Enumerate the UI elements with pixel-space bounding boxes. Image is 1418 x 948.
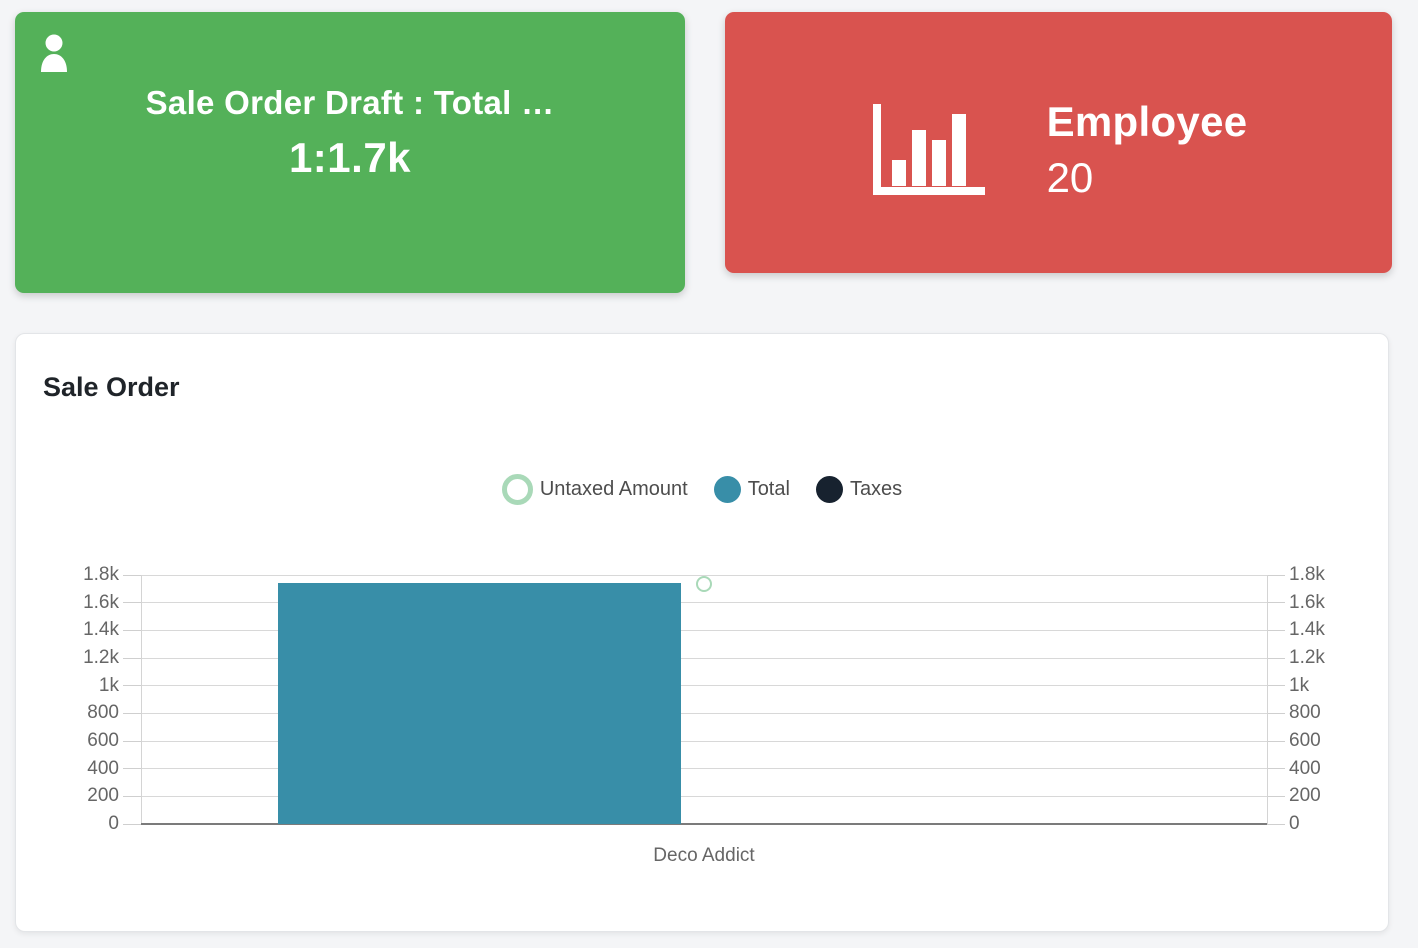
y-axis-label-right: 200: [1289, 785, 1321, 807]
y-axis-label-left: 1.6k: [83, 591, 119, 613]
y-axis-label-left: 200: [87, 785, 119, 807]
y-tick-right: [1267, 629, 1285, 631]
y-axis-label-right: 0: [1289, 813, 1300, 834]
kpi-card-employee[interactable]: Employee 20: [725, 12, 1392, 273]
y-tick-left: [123, 823, 141, 825]
panel-title: Sale Order: [43, 372, 180, 402]
y-axis-label-left: 1k: [98, 674, 119, 696]
legend-item-total[interactable]: Total: [713, 476, 790, 503]
kpi-title: Sale Order Draft : Total …: [145, 84, 555, 121]
y-axis-label-left: 0: [108, 813, 119, 834]
y-axis-label-left: 400: [87, 757, 119, 779]
plot-right-edge: [1267, 575, 1268, 824]
bar-chart-icon: [870, 102, 992, 198]
gridline: [141, 795, 1267, 797]
y-tick-right: [1267, 685, 1285, 687]
legend-label: Taxes: [849, 478, 903, 500]
y-axis-label-left: 1.4k: [83, 619, 119, 641]
y-tick-left: [123, 574, 141, 576]
legend-label: Total: [747, 478, 790, 500]
y-axis-label-left: 800: [87, 702, 119, 724]
gridline: [141, 602, 1267, 604]
chart-legend: Untaxed Amount Total Taxes: [16, 474, 1388, 505]
legend-label: Untaxed Amount: [539, 478, 688, 500]
untaxed-amount-ring-icon: [501, 474, 533, 505]
x-axis-line: [141, 823, 1267, 825]
legend-item-taxes[interactable]: Taxes: [815, 476, 903, 503]
bar-chart: 0 0 200 200 400 400 600 600 800 800 1k 1k 1.2k 1.2k 1.…: [16, 334, 1388, 931]
y-tick-right: [1267, 740, 1285, 742]
y-axis-label-right: 600: [1289, 730, 1321, 751]
gridline: [141, 629, 1267, 631]
kpi-value: 1:1.7k: [288, 134, 412, 181]
y-axis-label-right: 400: [1289, 757, 1321, 779]
total-dot-icon: [713, 476, 741, 503]
gridline: [141, 574, 1267, 576]
y-axis-label-left: 1.2k: [83, 647, 119, 668]
y-axis-label-right: 800: [1289, 702, 1321, 724]
taxes-dot-icon: [815, 476, 843, 503]
y-axis-label-right: 1.6k: [1289, 591, 1325, 613]
y-tick-left: [123, 795, 141, 797]
y-tick-left: [123, 629, 141, 631]
kpi-title: Employee: [1046, 97, 1248, 145]
y-tick-right: [1267, 795, 1285, 797]
y-axis-label-left: 1.8k: [83, 564, 119, 585]
gridline: [141, 712, 1267, 714]
y-tick-right: [1267, 768, 1285, 770]
gridline: [141, 740, 1267, 742]
y-tick-left: [123, 740, 141, 742]
kpi-value: 20: [1046, 153, 1094, 201]
y-tick-left: [123, 657, 141, 659]
person-icon: [39, 34, 69, 72]
x-axis-category-label: Deco Addict: [653, 845, 755, 866]
kpi-text-block: Employee 20: [1047, 98, 1248, 202]
gridline: [141, 657, 1267, 659]
plot-left-edge: [141, 575, 142, 824]
y-tick-right: [1267, 712, 1285, 714]
y-tick-left: [123, 712, 141, 714]
y-tick-left: [123, 685, 141, 687]
y-tick-left: [123, 602, 141, 604]
y-tick-left: [123, 768, 141, 770]
y-tick-right: [1267, 823, 1285, 825]
untaxed-amount-point-marker[interactable]: [696, 575, 712, 592]
y-axis-label-right: 1.2k: [1289, 647, 1325, 668]
kpi-card-sale-order-draft[interactable]: Sale Order Draft : Total … 1:1.7k: [15, 12, 685, 293]
y-axis-label-right: 1.8k: [1289, 564, 1325, 585]
gridline: [141, 685, 1267, 687]
y-tick-right: [1267, 657, 1285, 659]
total-bar[interactable]: [278, 583, 682, 824]
legend-item-untaxed-amount[interactable]: Untaxed Amount: [501, 474, 688, 505]
gridline: [141, 768, 1267, 770]
y-axis-label-left: 600: [87, 730, 119, 751]
y-axis-label-right: 1k: [1289, 674, 1310, 696]
y-axis-label-right: 1.4k: [1289, 619, 1325, 641]
y-tick-right: [1267, 602, 1285, 604]
y-tick-right: [1267, 574, 1285, 576]
